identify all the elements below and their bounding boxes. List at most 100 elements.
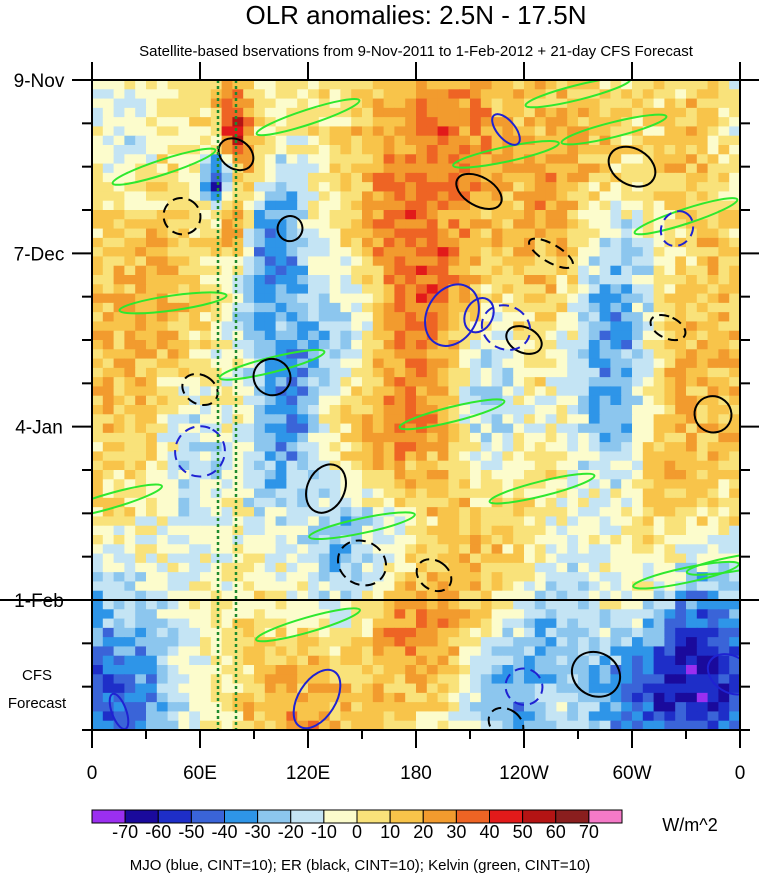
olr-cell [416, 553, 428, 564]
olr-cell [405, 395, 417, 406]
olr-cell [135, 312, 147, 323]
olr-cell [189, 646, 201, 657]
olr-cell [92, 497, 104, 508]
olr-cell [502, 126, 514, 137]
olr-cell [200, 451, 212, 462]
olr-cell [394, 200, 406, 211]
olr-cell [675, 442, 687, 453]
olr-cell [329, 423, 341, 434]
olr-cell [221, 200, 233, 211]
olr-cell [729, 720, 740, 730]
olr-cell [221, 237, 233, 248]
olr-cell [426, 627, 439, 638]
olr-cell [696, 702, 709, 713]
olr-cell [340, 553, 352, 564]
olr-cell [686, 358, 698, 369]
olr-cell [686, 674, 698, 685]
olr-cell [437, 247, 449, 258]
olr-cell [448, 683, 460, 694]
olr-cell [221, 145, 233, 155]
olr-cell [351, 256, 363, 267]
olr-cell [653, 451, 665, 462]
olr-cell [513, 117, 525, 128]
olr-cell [156, 618, 169, 629]
olr-cell [578, 516, 590, 527]
olr-cell [394, 312, 406, 323]
olr-cell [675, 340, 687, 350]
olr-cell [567, 600, 579, 610]
olr-cell [416, 451, 428, 462]
olr-cell [621, 377, 633, 388]
olr-cell [264, 247, 277, 258]
olr-cell [92, 312, 104, 323]
olr-cell [221, 711, 233, 722]
olr-cell [221, 627, 233, 638]
olr-cell [729, 330, 740, 341]
olr-cell [383, 275, 395, 285]
olr-cell [275, 711, 287, 722]
olr-cell [718, 377, 730, 388]
olr-cell [102, 312, 115, 323]
olr-cell [696, 89, 709, 100]
olr-cell [264, 470, 277, 480]
olr-cell [146, 145, 158, 155]
olr-cell [578, 702, 590, 713]
olr-cell [394, 674, 406, 685]
olr-cell [254, 200, 266, 211]
olr-cell [696, 80, 709, 90]
olr-cell [340, 191, 352, 202]
olr-cell [135, 609, 147, 620]
olr-cell [437, 386, 449, 397]
olr-cell [329, 470, 341, 480]
olr-cell [524, 358, 536, 369]
olr-cell [513, 507, 525, 518]
olr-cell [405, 720, 417, 730]
olr-cell [372, 590, 385, 601]
olr-cell [718, 627, 730, 638]
olr-cell [578, 665, 590, 675]
olr-cell [210, 145, 223, 155]
olr-cell [426, 107, 439, 118]
olr-cell [610, 692, 622, 703]
olr-cell [459, 135, 471, 146]
olr-cell [351, 488, 363, 499]
olr-cell [200, 674, 212, 685]
olr-cell [178, 451, 190, 462]
olr-cell [437, 442, 449, 453]
olr-cell [394, 145, 406, 155]
olr-cell [556, 451, 568, 462]
olr-cell [394, 117, 406, 128]
olr-cell [664, 507, 676, 518]
olr-cell [167, 265, 179, 276]
olr-cell [696, 442, 709, 453]
olr-cell [308, 293, 320, 304]
olr-cell [286, 265, 298, 276]
olr-cell [210, 711, 223, 722]
olr-cell [362, 126, 374, 137]
olr-cell [696, 553, 709, 564]
olr-cell [200, 572, 212, 583]
olr-cell [588, 711, 601, 722]
olr-cell [588, 210, 601, 220]
olr-cell [372, 665, 385, 675]
olr-cell [102, 219, 115, 230]
olr-cell [189, 126, 201, 137]
olr-cell [524, 154, 536, 165]
olr-cell [513, 525, 525, 536]
olr-cell [124, 442, 136, 453]
olr-cell [297, 89, 309, 100]
olr-cell [146, 414, 158, 425]
olr-cell [567, 711, 579, 722]
olr-cell [113, 590, 125, 601]
olr-cell [362, 665, 374, 675]
olr-cell [156, 544, 169, 555]
olr-cell [502, 553, 514, 564]
olr-cell [124, 665, 136, 675]
olr-cell [642, 609, 655, 620]
olr-cell [632, 692, 644, 703]
olr-cell [210, 692, 223, 703]
olr-cell [297, 219, 309, 230]
olr-cell [232, 210, 244, 220]
olr-cell [545, 312, 557, 323]
olr-cell [340, 312, 352, 323]
